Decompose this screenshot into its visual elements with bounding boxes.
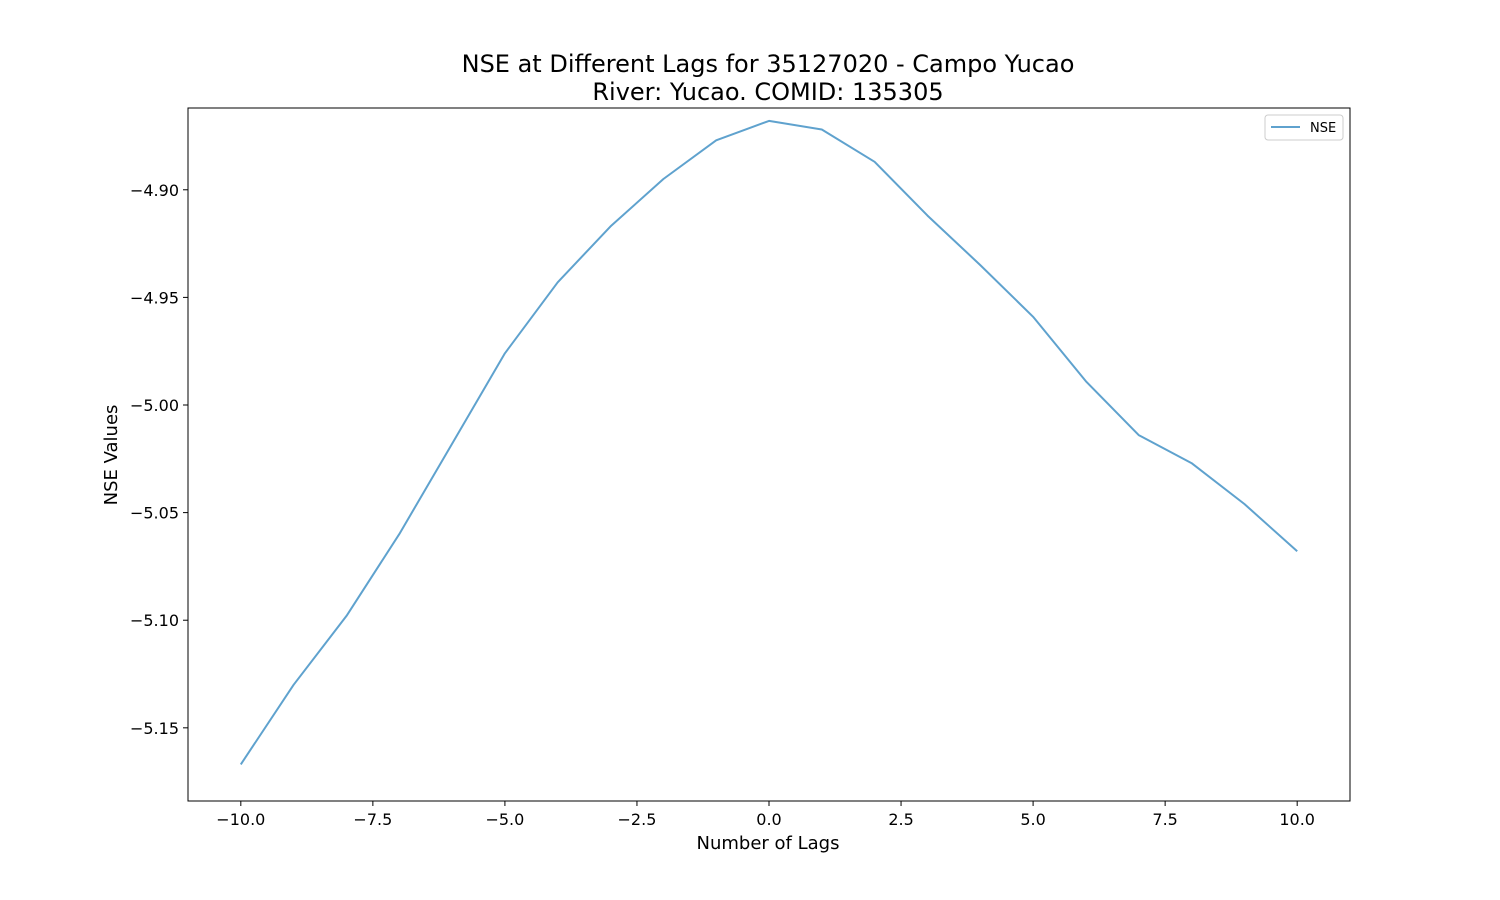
x-tick-label: −7.5 xyxy=(353,810,392,829)
chart-subtitle: River: Yucao. COMID: 135305 xyxy=(592,78,943,106)
legend-box xyxy=(1264,114,1344,141)
y-axis-label: NSE Values xyxy=(101,405,122,506)
y-tick-label: −5.10 xyxy=(130,611,179,630)
plot-area xyxy=(239,119,1298,765)
x-tick-label: −10.0 xyxy=(216,810,265,829)
x-tick-label: 2.5 xyxy=(888,810,913,829)
y-tick-label: −4.90 xyxy=(130,181,179,200)
y-axis: −5.15 −5.10 −5.05 −5.00 −4.95 −4.90 xyxy=(130,181,188,738)
x-tick-label: 7.5 xyxy=(1152,810,1177,829)
chart-title: NSE at Different Lags for 35127020 - Cam… xyxy=(462,50,1075,78)
y-tick-label: −5.15 xyxy=(130,719,179,738)
series-line-nse xyxy=(239,119,1298,765)
x-tick-label: 0.0 xyxy=(756,810,781,829)
y-tick-label: −4.95 xyxy=(130,288,179,307)
x-tick-label: −5.0 xyxy=(485,810,524,829)
x-tick-label: 5.0 xyxy=(1020,810,1045,829)
y-tick-label: −5.00 xyxy=(130,396,179,415)
legend: NSE xyxy=(1264,114,1344,141)
x-axis-label: Number of Lags xyxy=(697,833,840,854)
y-tick-label: −5.05 xyxy=(130,504,179,523)
legend-label-nse: NSE xyxy=(1310,121,1336,136)
x-tick-label: 10.0 xyxy=(1279,810,1315,829)
x-tick-label: −2.5 xyxy=(618,810,657,829)
x-axis: −10.0 −7.5 −5.0 −2.5 0.0 2.5 5.0 7.5 10.0 xyxy=(216,801,1315,829)
